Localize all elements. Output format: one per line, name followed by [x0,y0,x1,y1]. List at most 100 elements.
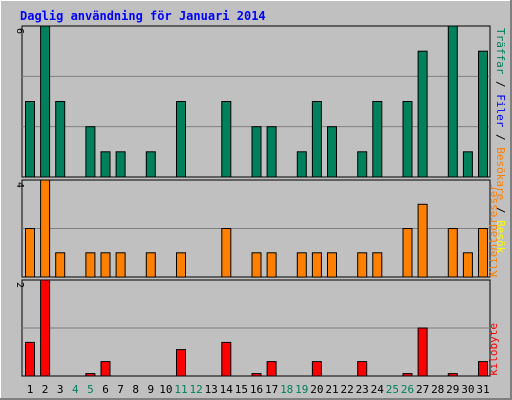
x-tick-label: 11 [174,383,187,396]
y-max-label: 2 [14,282,25,288]
bar-träffar-day-2 [40,25,51,178]
bar-kilobyte-day-undefined [266,361,277,377]
bar-kilobyte-day-undefined [357,361,368,377]
x-tick-label: 10 [159,383,172,396]
x-tick-label: 27 [416,383,429,396]
bar-klientadresser-day-undefined [447,228,458,278]
x-tick-label: 17 [265,383,278,396]
x-tick-label: 20 [310,383,323,396]
bar-träffar-day-30 [462,151,473,178]
x-tick-label: 18 [280,383,293,396]
bar-klientadresser-day-undefined [357,252,368,278]
bar-klientadresser-day-undefined [115,252,126,278]
x-tick-label: 8 [132,383,139,396]
legend-1: Träffar / Filer / Besökare / Besök [494,28,507,254]
bar-kilobyte-day-undefined [85,373,96,377]
bar-träffar-day-29 [447,25,458,178]
bar-träffar-day-27 [417,50,428,178]
bar-träffar-day-7 [115,151,126,178]
x-tick-label: 12 [189,383,202,396]
x-tick-label: 23 [356,383,369,396]
x-tick-label: 31 [476,383,489,396]
x-tick-label: 22 [340,383,353,396]
bar-träffar-day-17 [266,126,277,178]
bar-träffar-day-21 [327,126,337,178]
bar-klientadresser-day-undefined [25,228,35,278]
x-tick-label: 19 [295,383,308,396]
bar-kilobyte-day-undefined [251,373,262,377]
bar-kilobyte-day-undefined [40,279,51,377]
bar-klientadresser-day-undefined [327,252,337,278]
bar-klientadresser-day-undefined [145,252,156,278]
legend-separator: / [494,74,507,94]
chart-title: Daglig användning för Januari 2014 [20,9,266,23]
bar-träffar-day-23 [357,151,368,178]
bar-kilobyte-day-undefined [447,373,458,377]
legend-separator: / [494,200,507,220]
bar-kilobyte-day-undefined [176,349,186,377]
legend-3: kilobyte [487,323,500,376]
x-tick-label: 13 [205,383,218,396]
legend-separator: / [494,127,507,147]
bar-träffar-day-11 [176,101,186,178]
bar-kilobyte-day-undefined [417,327,428,377]
legend-item: kilobyte [487,323,500,376]
bar-träffar-day-16 [251,126,262,178]
bar-träffar-day-26 [402,101,413,178]
bar-klientadresser-day-undefined [251,252,262,278]
bar-klientadresser-day-undefined [462,252,473,278]
x-tick-label: 7 [117,383,124,396]
bar-klientadresser-day-undefined [40,179,51,278]
x-tick-label: 30 [461,383,474,396]
x-tick-label: 26 [401,383,414,396]
x-tick-label: 24 [371,383,385,396]
bar-kilobyte-day-undefined [478,361,488,377]
legend-item: Träffar [494,28,507,75]
x-tick-label: 5 [87,383,94,396]
bar-klientadresser-day-undefined [478,228,488,278]
x-tick-label: 6 [102,383,109,396]
bar-träffar-day-1 [25,101,35,178]
bar-träffar-day-31 [478,50,488,178]
legend-2: Klientadresser [487,184,500,277]
bar-kilobyte-day-undefined [25,341,35,377]
bar-träffar-day-24 [372,101,383,178]
bar-träffar-day-5 [85,126,96,178]
bar-träffar-day-3 [55,101,66,178]
bar-klientadresser-day-undefined [311,252,322,278]
bar-träffar-day-19 [296,151,307,178]
x-tick-label: 28 [431,383,444,396]
bar-träffar-day-20 [311,101,322,178]
x-tick-label: 29 [446,383,459,396]
bar-klientadresser-day-undefined [85,252,96,278]
bar-klientadresser-day-undefined [417,203,428,278]
bar-klientadresser-day-undefined [221,228,232,278]
x-tick-label: 1 [27,383,34,396]
bar-klientadresser-day-undefined [176,252,186,278]
bar-klientadresser-day-undefined [266,252,277,278]
y-max-label: 6 [14,28,25,34]
x-tick-label: 25 [386,383,399,396]
legend-item: Besökare [494,147,507,200]
bar-klientadresser-day-undefined [402,228,413,278]
legend-item: Filer [494,94,507,127]
legend-item: Klientadresser [487,184,500,277]
y-max-label: 4 [14,182,25,188]
bar-klientadresser-day-undefined [100,252,111,278]
x-tick-label: 15 [235,383,248,396]
x-tick-label: 3 [57,383,64,396]
x-tick-label: 14 [220,383,234,396]
x-tick-label: 21 [325,383,338,396]
bar-kilobyte-day-undefined [311,361,322,377]
bar-klientadresser-day-undefined [372,252,383,278]
x-tick-label: 16 [250,383,263,396]
bar-kilobyte-day-undefined [221,341,232,377]
bar-kilobyte-day-undefined [100,361,111,377]
bar-träffar-day-14 [221,101,232,178]
bar-klientadresser-day-undefined [55,252,66,278]
x-tick-label: 2 [42,383,49,396]
bar-träffar-day-6 [100,151,111,178]
legend-item: Besök [494,220,507,253]
